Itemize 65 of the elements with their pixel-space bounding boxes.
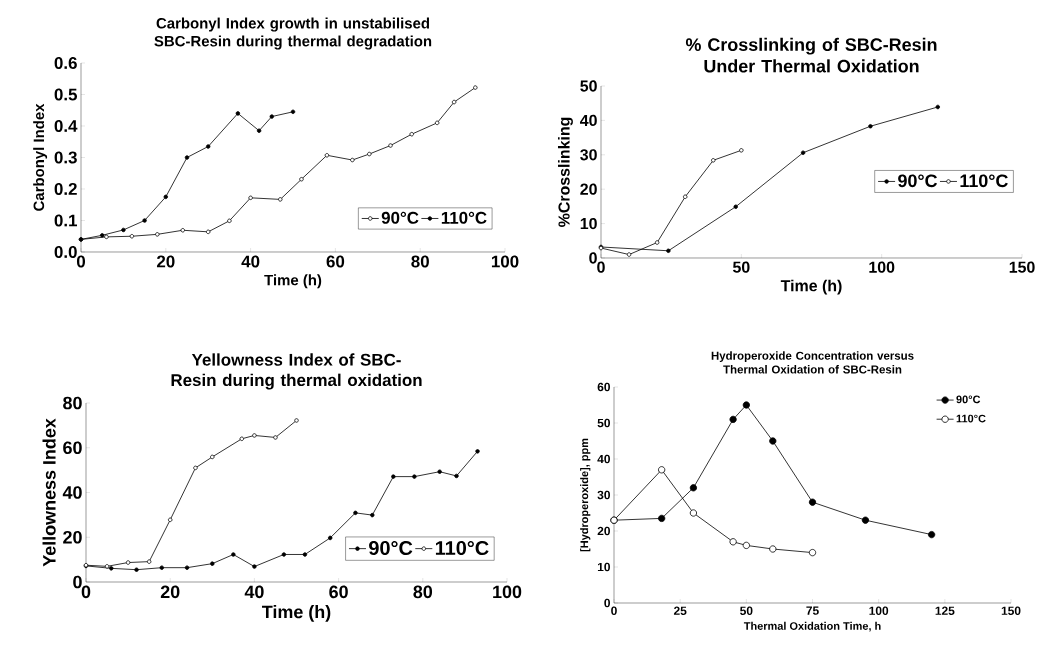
y-tick-label: 40: [579, 114, 597, 127]
legend-label: 90°C: [898, 174, 938, 188]
legend-label: 90°C: [369, 540, 413, 556]
x-tick-label: 100: [869, 261, 895, 273]
x-axis-title: Time (h): [780, 279, 842, 295]
x-tick-label: 80: [413, 585, 433, 599]
x-tick-label: 60: [329, 585, 348, 599]
y-tick-label: 20: [63, 530, 82, 544]
y-tick-label: 50: [597, 418, 610, 428]
legend-label: 110°C: [441, 211, 487, 224]
x-tick-label: 60: [326, 255, 345, 268]
chart-title: Hydroperoxide Concentration versus Thermal Oxidation of SBC-Resin: [711, 351, 914, 374]
y-tick-label: 0.0: [54, 246, 77, 258]
legend-label: 90°C: [381, 211, 419, 224]
y-axis-title: Yellowness Index: [42, 418, 56, 567]
x-tick-label: 40: [241, 255, 260, 268]
x-tick-label: 100: [869, 606, 889, 615]
chart-title: Carbonyl Index growth in unstabilised SBC-Resin during thermal degradation: [154, 17, 432, 50]
y-tick-label: 0.5: [54, 88, 78, 101]
x-tick-label: 0: [611, 606, 617, 615]
x-tick-label: 150: [1009, 261, 1035, 273]
x-tick-label: 20: [156, 255, 175, 268]
x-tick-label: 0: [81, 585, 91, 599]
y-tick-label: 20: [597, 526, 610, 536]
x-axis-title: Time (h): [262, 605, 331, 622]
y-axis-title: %Crosslinking: [557, 117, 573, 227]
legend-label: 110°C: [435, 540, 489, 556]
y-tick-label: 10: [597, 562, 610, 572]
x-tick-label: 50: [740, 606, 753, 615]
x-tick-label: 150: [1001, 606, 1021, 615]
y-tick-label: 0.4: [54, 120, 78, 132]
y-tick-label: 50: [580, 80, 597, 92]
y-tick-label: 0.2: [54, 183, 77, 195]
legend-label: 90°C: [956, 395, 981, 404]
chart-title: Yellowness Index of SBC-Resin during thermal oxidation: [171, 353, 422, 390]
y-tick-label: 30: [580, 149, 597, 161]
legend-label: 110°C: [960, 174, 1008, 188]
x-tick-label: 25: [673, 606, 687, 615]
x-tick-label: 100: [493, 585, 522, 599]
x-axis-title: Thermal Oxidation Time, h: [743, 621, 881, 632]
x-tick-label: 100: [491, 255, 519, 268]
y-tick-label: 30: [597, 490, 610, 500]
y-tick-label: 0: [73, 575, 82, 589]
x-tick-label: 75: [806, 606, 819, 615]
y-tick-label: 60: [597, 382, 610, 392]
y-tick-label: 80: [63, 396, 82, 410]
y-axis-title: [Hydroperoxide], ppm: [580, 438, 591, 552]
chart-title: % Crosslinking of SBC-Resin Under Thermal Oxidation: [685, 37, 937, 73]
y-tick-label: 0.3: [54, 151, 77, 164]
y-tick-label: 0.6: [54, 57, 77, 69]
y-tick-label: 20: [580, 183, 597, 195]
x-axis-title: Time (h): [264, 274, 322, 289]
x-tick-label: 80: [411, 255, 429, 268]
x-tick-label: 40: [244, 585, 264, 599]
y-tick-label: 0: [604, 598, 610, 608]
legend-label: 110°C: [956, 414, 986, 423]
x-tick-label: 20: [160, 585, 180, 599]
y-tick-label: 60: [63, 441, 82, 455]
y-tick-label: 0.1: [54, 214, 78, 227]
y-tick-label: 10: [580, 217, 597, 230]
x-tick-label: 50: [732, 261, 750, 273]
y-axis-title: Carbonyl Index: [33, 103, 48, 211]
x-tick-label: 125: [935, 606, 955, 615]
y-tick-label: 40: [597, 454, 610, 464]
y-tick-label: 40: [62, 486, 82, 499]
